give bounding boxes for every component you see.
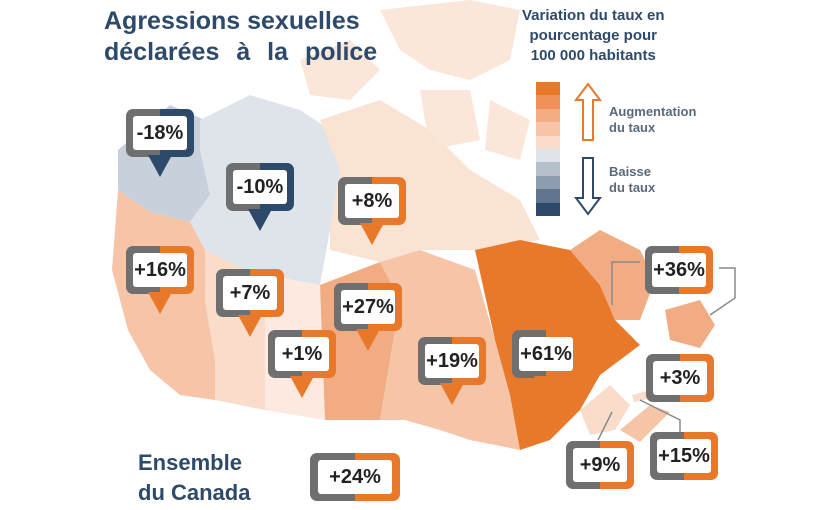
title-line1: Agressions sexuelles [104, 7, 360, 35]
leader-line [597, 411, 613, 441]
legend-title-line1: Variation du taux en [522, 7, 665, 24]
legend-increase-line1: Augmentation [609, 104, 697, 119]
legend-title-line2: pourcentage pour [529, 27, 658, 44]
legend-swatch [536, 162, 560, 176]
legend-swatch [536, 175, 560, 190]
legend-increase-line2: du taux [609, 120, 656, 135]
marker-quebec-value: +61% [519, 337, 573, 371]
marker-new-brunswick-value: +9% [573, 448, 627, 482]
canada-total-label: Ensemble du Canada [138, 448, 250, 508]
region-newfoundland-island [665, 300, 715, 348]
leader-line [639, 399, 681, 432]
marker-alberta-value: +7% [223, 276, 277, 310]
leader-line [709, 267, 736, 316]
legend-swatch [536, 149, 560, 163]
marker-pei-value: +3% [653, 361, 707, 395]
legend-title: Variation du taux en pourcentage pour 10… [522, 6, 665, 66]
marker-bc-value: +16% [133, 253, 187, 287]
marker-saskatchewan-value: +1% [275, 337, 329, 371]
legend-increase-label: Augmentation du taux [609, 104, 696, 136]
arctic-islands [300, 0, 530, 160]
legend-swatch [536, 82, 560, 96]
marker-canada-total-value: +24% [318, 460, 392, 494]
up-arrow-icon [574, 82, 602, 141]
legend-swatch [536, 122, 560, 136]
title-line2: déclarées à la police [104, 38, 378, 66]
region-new-brunswick [580, 385, 630, 435]
marker-nunavut-value: +8% [345, 184, 399, 218]
down-arrow-icon [574, 157, 602, 216]
canada-total-line1: Ensemble [138, 450, 242, 475]
map-title: Agressions sexuelles déclarées à la poli… [104, 6, 377, 68]
marker-nova-scotia-value: +15% [657, 439, 711, 473]
legend-swatch [536, 189, 560, 203]
legend-swatch [536, 135, 560, 150]
marker-nwt-value: -10% [233, 170, 287, 204]
legend-swatch [536, 95, 560, 109]
marker-manitoba-value: +27% [341, 290, 395, 324]
canada-total-line2: du Canada [138, 480, 251, 505]
marker-ontario-value: +19% [425, 344, 479, 378]
legend-title-line3: 100 000 habitants [530, 47, 656, 64]
marker-yukon-value: -18% [133, 116, 187, 150]
region-nova-scotia [620, 405, 670, 442]
legend-swatch [536, 202, 560, 217]
marker-newfoundland-value: +36% [652, 253, 706, 287]
leader-line [611, 261, 640, 305]
legend-swatch [536, 108, 560, 123]
legend-color-scale [536, 82, 560, 217]
legend-decrease-line2: du taux [609, 180, 656, 195]
legend-decrease-label: Baisse du taux [609, 164, 655, 196]
legend-decrease-line1: Baisse [609, 164, 651, 179]
